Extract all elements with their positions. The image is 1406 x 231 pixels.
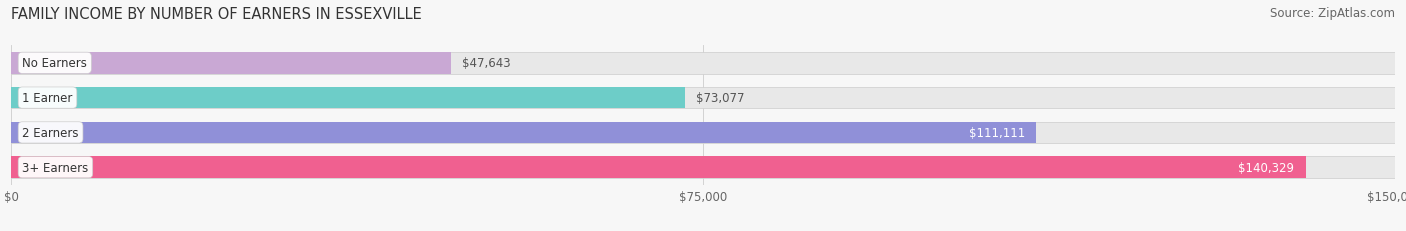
Bar [11,53,1395,74]
Bar [11,157,1395,178]
Text: $140,329: $140,329 [1239,161,1295,174]
Text: $73,077: $73,077 [696,92,745,105]
Text: Source: ZipAtlas.com: Source: ZipAtlas.com [1270,7,1395,20]
Text: $111,111: $111,111 [969,126,1025,139]
Bar [11,87,685,109]
Text: No Earners: No Earners [22,57,87,70]
Bar [11,122,1395,143]
Bar [11,87,1395,109]
Text: 3+ Earners: 3+ Earners [22,161,89,174]
Text: 2 Earners: 2 Earners [22,126,79,139]
Text: $47,643: $47,643 [461,57,510,70]
Bar [11,122,1036,143]
Text: FAMILY INCOME BY NUMBER OF EARNERS IN ESSEXVILLE: FAMILY INCOME BY NUMBER OF EARNERS IN ES… [11,7,422,22]
Bar [11,53,451,74]
Text: 1 Earner: 1 Earner [22,92,73,105]
Bar [11,157,1306,178]
